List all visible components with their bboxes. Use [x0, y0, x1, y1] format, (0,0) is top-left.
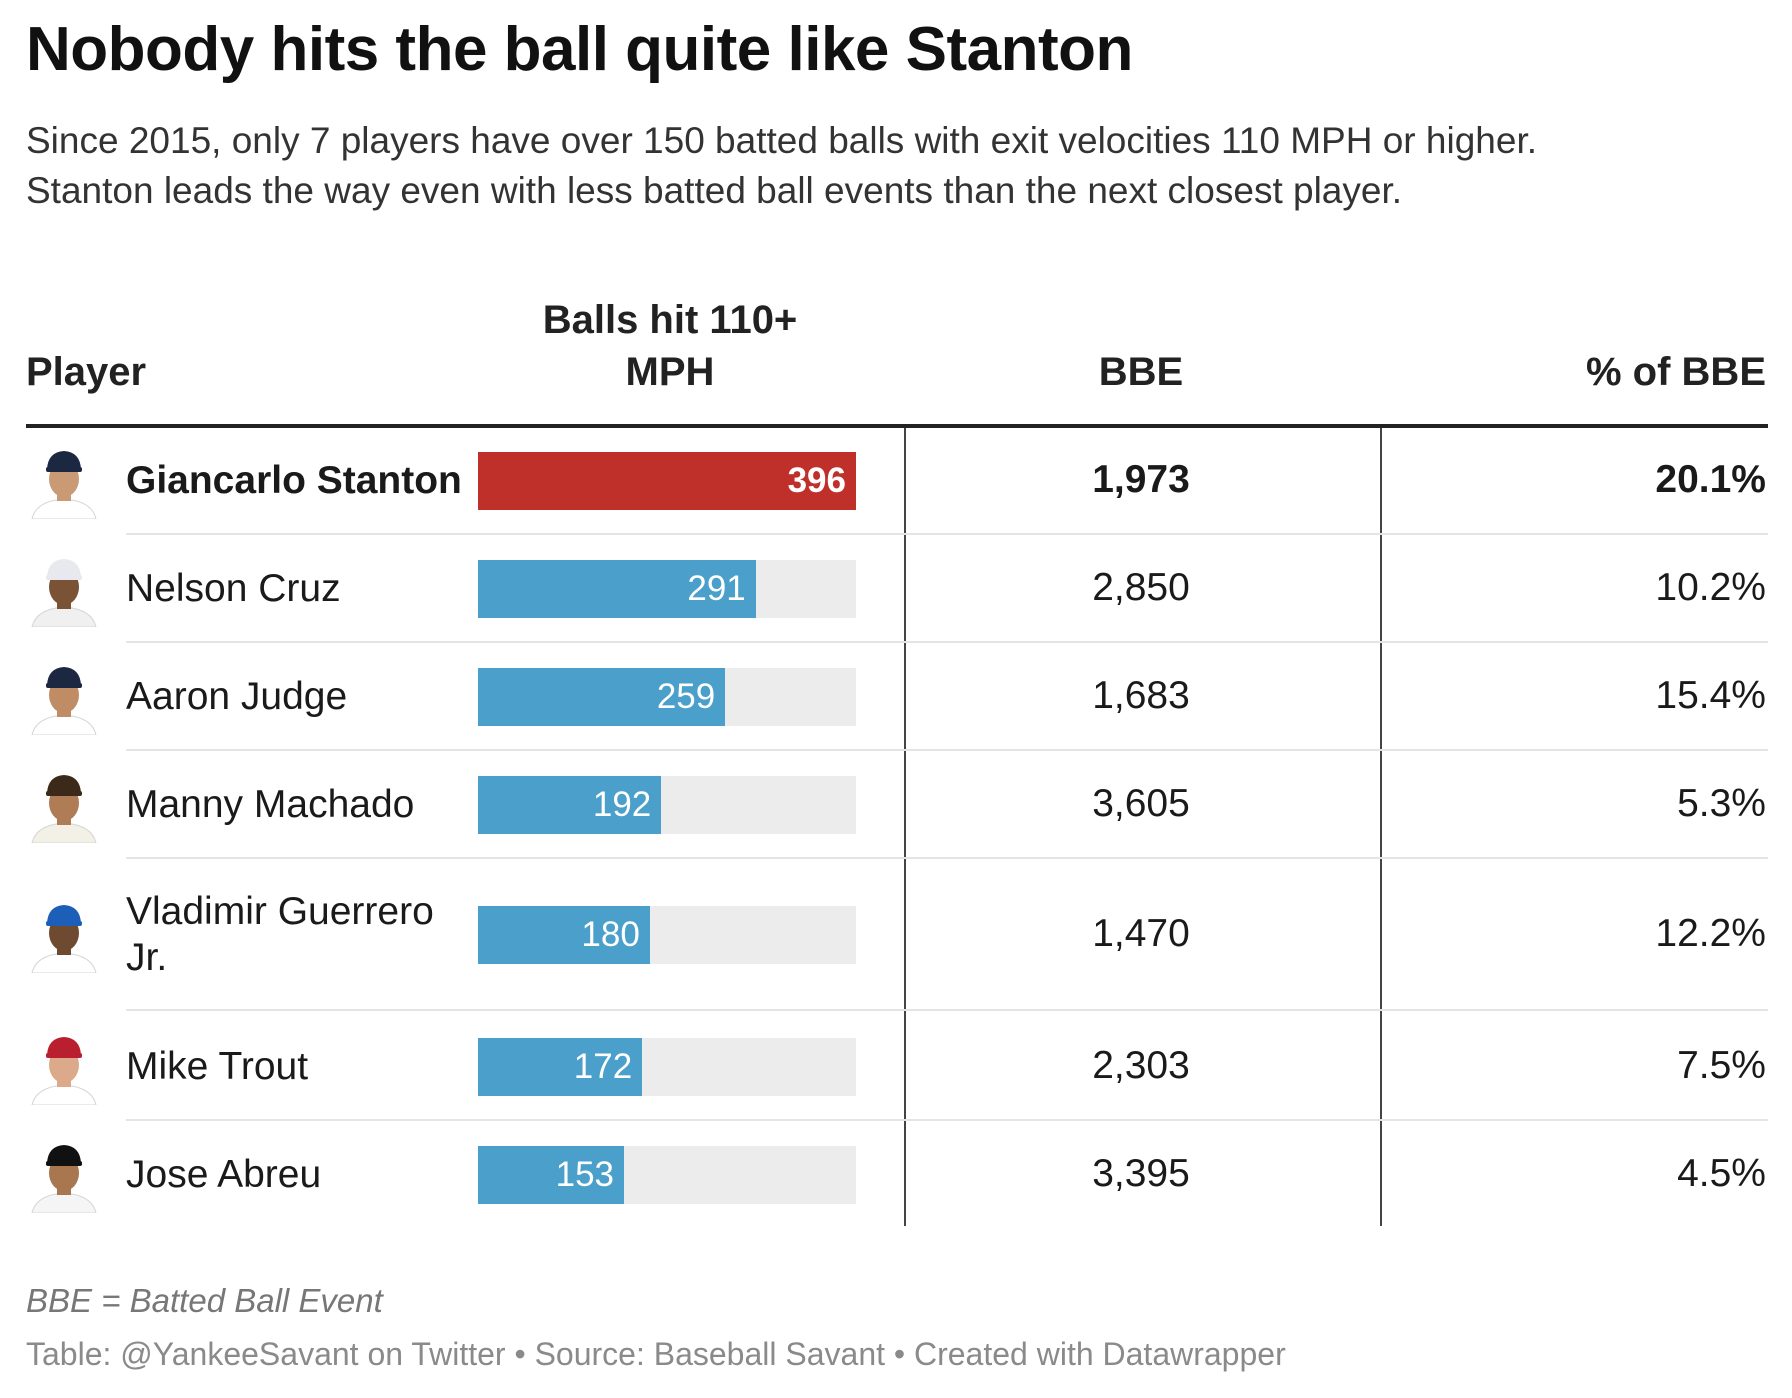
- bar-track: 396: [478, 452, 856, 510]
- player-name: Jose Abreu: [126, 1153, 322, 1196]
- pct-bbe-value: 5.3%: [1677, 782, 1766, 825]
- column-header-pct-bbe[interactable]: % of BBE: [1586, 350, 1766, 394]
- bar-fill: 192: [478, 776, 662, 834]
- column-header-bbe[interactable]: BBE: [1098, 350, 1184, 394]
- column-divider-bbe: [904, 428, 906, 1226]
- bar-value-label: 259: [656, 677, 716, 716]
- bar-fill: 291: [478, 560, 756, 618]
- player-name: Mike Trout: [126, 1045, 309, 1088]
- row-separator: [126, 533, 1768, 535]
- player-headshot-icon: [26, 1029, 102, 1105]
- column-header-balls-hit-line-1: Balls hit 110+: [542, 298, 798, 342]
- pct-bbe-value: 15.4%: [1655, 674, 1766, 717]
- table-row: Manny Machado 192 3,605 5.3%: [0, 752, 1792, 858]
- credit-line: Table: @YankeeSavant on Twitter • Source…: [26, 1336, 1286, 1372]
- pct-bbe-value: 7.5%: [1677, 1044, 1766, 1087]
- bar-value-label: 153: [555, 1155, 615, 1194]
- bar-fill: 180: [478, 906, 650, 964]
- table-row: Giancarlo Stanton 396 1,973 20.1%: [0, 428, 1792, 534]
- bar-track: 153: [478, 1146, 856, 1204]
- player-headshot-icon: [26, 1137, 102, 1213]
- row-separator: [126, 1009, 1768, 1011]
- bar-fill: 259: [478, 668, 726, 726]
- pct-bbe-value: 4.5%: [1677, 1152, 1766, 1195]
- column-header-balls-hit-line-2: MPH: [625, 350, 715, 394]
- bbe-value: 1,683: [1092, 674, 1190, 717]
- subtitle-line-2: Stanton leads the way even with less bat…: [26, 170, 1403, 211]
- player-headshot-icon: [26, 897, 102, 973]
- chart-title: Nobody hits the ball quite like Stanton: [26, 15, 1133, 84]
- player-name: Aaron Judge: [126, 675, 348, 718]
- bar-value-label: 192: [592, 785, 652, 824]
- bar-fill: 396: [478, 452, 856, 510]
- bar-track: 180: [478, 906, 856, 964]
- table-row: Aaron Judge 259 1,683 15.4%: [0, 644, 1792, 750]
- table-row: Jose Abreu 153 3,395 4.5%: [0, 1122, 1792, 1228]
- bbe-value: 3,395: [1092, 1152, 1190, 1195]
- bar-value-label: 396: [787, 461, 846, 500]
- bbe-value: 1,973: [1092, 458, 1190, 501]
- bar-track: 291: [478, 560, 856, 618]
- player-name: Giancarlo Stanton: [126, 459, 462, 502]
- pct-bbe-value: 12.2%: [1655, 912, 1766, 955]
- pct-bbe-value: 10.2%: [1655, 566, 1766, 609]
- pct-bbe-value: 20.1%: [1655, 458, 1766, 501]
- row-separator: [126, 749, 1768, 751]
- column-divider-pct: [1380, 428, 1382, 1226]
- player-headshot-icon: [26, 551, 102, 627]
- row-separator: [126, 641, 1768, 643]
- subtitle-line-1: Since 2015, only 7 players have over 150…: [26, 120, 1538, 161]
- bar-value-label: 172: [573, 1047, 633, 1086]
- row-separator: [126, 857, 1768, 859]
- player-headshot-icon: [26, 659, 102, 735]
- bbe-value: 2,850: [1092, 566, 1190, 609]
- bar-value-label: 180: [581, 915, 640, 954]
- bar-track: 192: [478, 776, 856, 834]
- player-name: Nelson Cruz: [126, 567, 341, 610]
- bar-fill: 153: [478, 1146, 625, 1204]
- bar-fill: 172: [478, 1038, 643, 1096]
- player-headshot-icon: [26, 443, 102, 519]
- bar-value-label: 291: [687, 569, 746, 608]
- bbe-value: 3,605: [1092, 782, 1190, 825]
- chart-subtitle: Since 2015, only 7 players have over 150…: [26, 116, 1766, 216]
- bar-track: 172: [478, 1038, 856, 1096]
- column-header-balls-hit[interactable]: Balls hit 110+ MPH: [480, 294, 860, 398]
- header-rule: [26, 424, 1768, 428]
- bar-track: 259: [478, 668, 856, 726]
- table-row: Vladimir Guerrero Jr. 180 1,470 12.2%: [0, 860, 1792, 1010]
- table-row: Mike Trout 172 2,303 7.5%: [0, 1014, 1792, 1120]
- row-separator: [126, 1119, 1768, 1121]
- footnote: BBE = Batted Ball Event: [26, 1282, 383, 1319]
- player-name: Manny Machado: [126, 783, 415, 826]
- column-header-player[interactable]: Player: [26, 350, 147, 394]
- bbe-value: 2,303: [1092, 1044, 1190, 1087]
- player-headshot-icon: [26, 767, 102, 843]
- player-name: Vladimir Guerrero Jr.: [126, 890, 434, 979]
- bbe-value: 1,470: [1092, 912, 1190, 955]
- table-row: Nelson Cruz 291 2,850 10.2%: [0, 536, 1792, 642]
